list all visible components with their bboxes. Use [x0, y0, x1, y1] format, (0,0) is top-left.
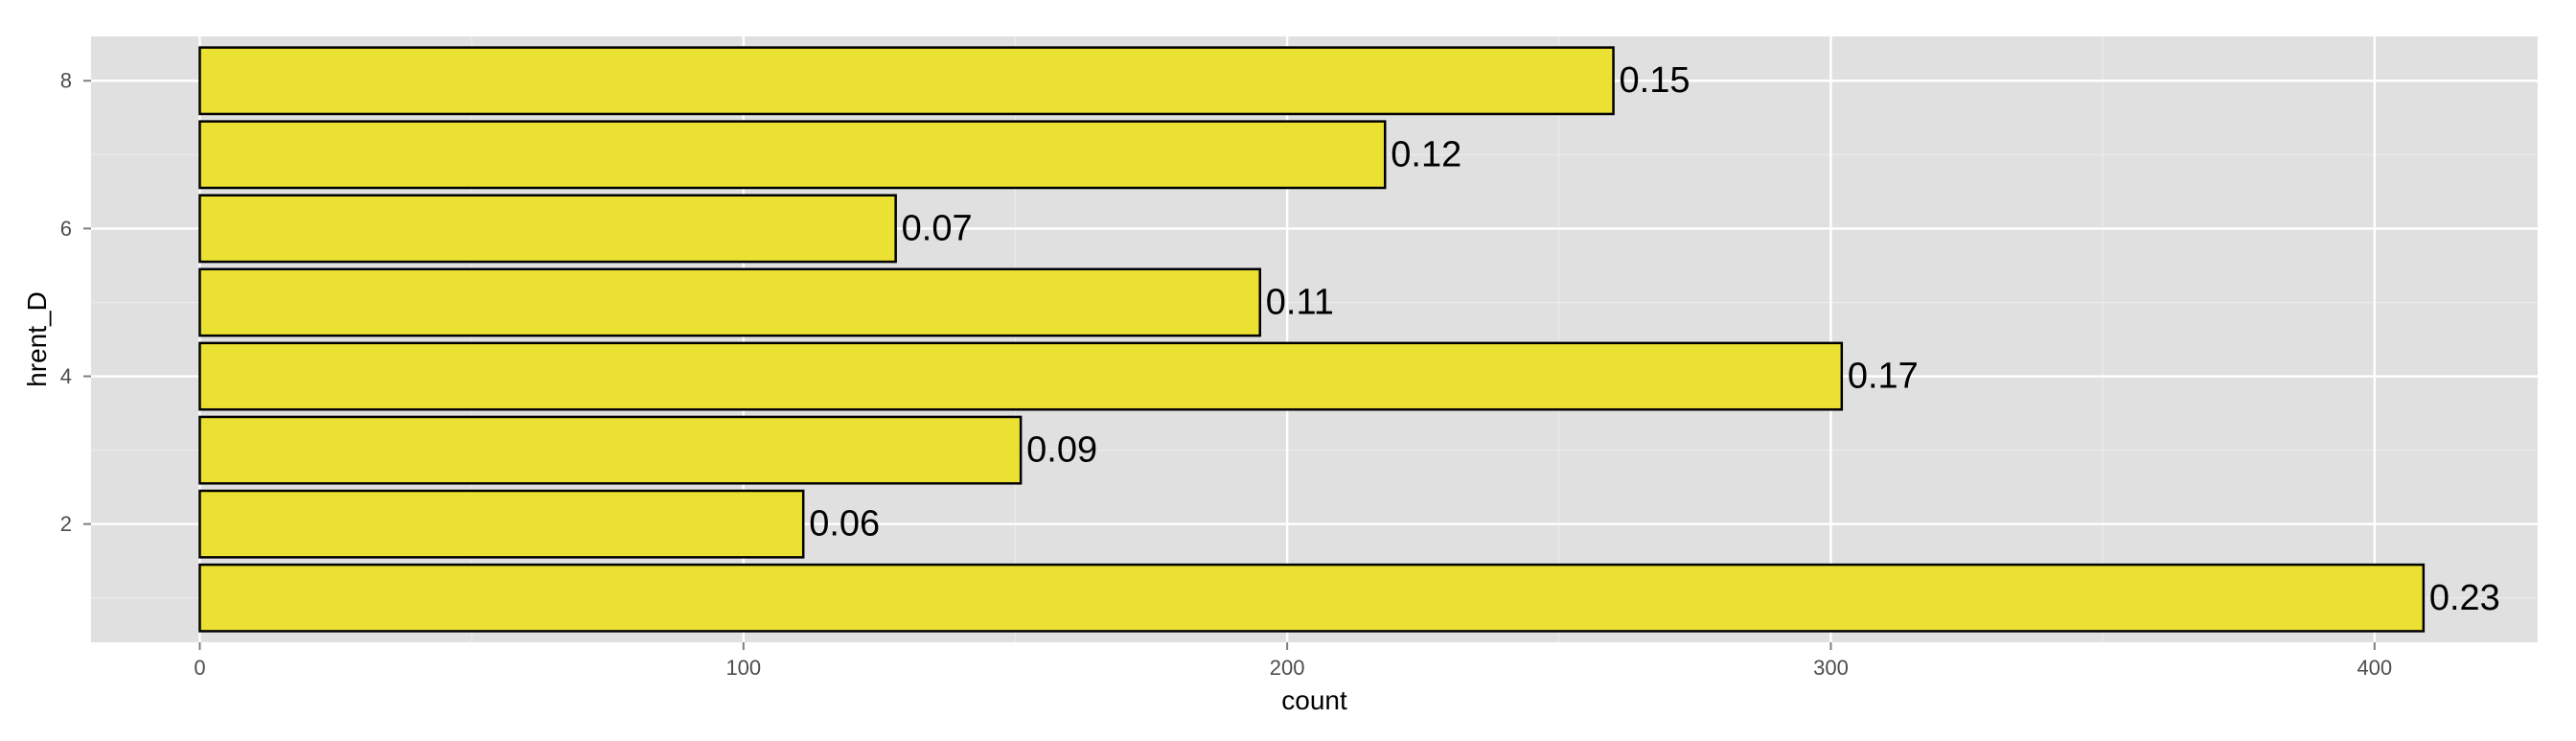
bar [198, 415, 1023, 485]
data-label: 0.07 [902, 208, 973, 248]
x-axis: 0 100 200 300 400 [194, 642, 2392, 680]
y-tick-label: 4 [60, 364, 72, 388]
y-tick-label: 6 [60, 217, 72, 241]
x-axis-title: count [1281, 685, 1347, 715]
y-axis: 2 4 6 8 [60, 69, 91, 536]
data-label: 0.23 [2429, 578, 2500, 618]
x-tick-label: 200 [1270, 656, 1305, 680]
data-label: 0.09 [1026, 430, 1097, 471]
data-label: 0.06 [809, 504, 880, 544]
bar [198, 341, 1844, 411]
bar [198, 489, 805, 559]
data-label: 0.15 [1620, 60, 1690, 101]
bar [198, 267, 1262, 337]
x-tick-label: 400 [2357, 656, 2392, 680]
y-tick-label: 2 [60, 512, 72, 536]
bar [198, 46, 1615, 116]
data-label: 0.12 [1391, 134, 1461, 174]
bar [198, 563, 2426, 633]
x-tick-label: 300 [1813, 656, 1849, 680]
bar [198, 120, 1387, 190]
data-label: 0.17 [1848, 357, 1919, 397]
y-tick-label: 8 [60, 69, 72, 93]
data-label: 0.11 [1266, 282, 1334, 322]
x-tick-label: 0 [194, 656, 205, 680]
x-tick-label: 100 [725, 656, 761, 680]
y-axis-title: hrent_D [22, 291, 52, 387]
bars [198, 46, 2426, 633]
bar [198, 194, 897, 264]
data-labels: 0.23 0.06 0.09 0.17 0.11 0.07 0.12 0.15 [809, 60, 2500, 618]
